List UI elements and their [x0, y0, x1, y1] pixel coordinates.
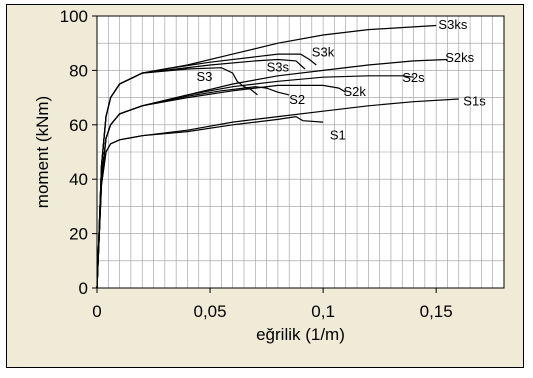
- series-label-s2k: S2k: [343, 84, 366, 99]
- series-label-s1: S1: [330, 127, 346, 142]
- plot-border: [96, 15, 505, 289]
- series-label-s3k: S3k: [312, 44, 335, 59]
- series-line-s1: [96, 115, 324, 289]
- series-label-s3s: S3s: [267, 59, 290, 74]
- y-tick-label: 0: [79, 279, 88, 298]
- x-tick-label: 0,05: [194, 302, 227, 321]
- chart-frame: S3ks S3k S3s S3 S2ks S2s S2k S2 S1s S1 0 20 40 60 80 1…: [6, 4, 524, 368]
- series-label-s2s: S2s: [402, 70, 425, 85]
- y-tick-label: 100: [60, 7, 88, 26]
- y-tick-label: 80: [69, 61, 88, 80]
- series-label-s1s: S1s: [463, 93, 486, 108]
- y-tick-label: 20: [69, 225, 88, 244]
- series-line-s3: [96, 67, 258, 289]
- series-line-s2: [96, 86, 290, 289]
- series-label-s3ks: S3ks: [438, 17, 467, 32]
- x-tick-label: 0,1: [311, 302, 335, 321]
- y-tick-label: 40: [69, 170, 88, 189]
- series-lines: [96, 24, 459, 289]
- x-tick-label: 0,15: [420, 302, 453, 321]
- series-label-s2ks: S2ks: [445, 50, 474, 65]
- axes: 0 20 40 60 80 100 0 0,05 0,1 0,15: [60, 7, 505, 321]
- y-tick-label: 60: [69, 116, 88, 135]
- series-labels: S3ks S3k S3s S3 S2ks S2s S2k S2 S1s S1: [196, 17, 486, 142]
- series-label-s3: S3: [196, 69, 212, 84]
- series-label-s2: S2: [289, 92, 305, 107]
- x-axis-title: eğrilik (1/m): [256, 325, 345, 344]
- y-axis-title: moment (kNm): [33, 96, 52, 208]
- x-tick-label: 0: [92, 302, 101, 321]
- chart: S3ks S3k S3s S3 S2ks S2s S2k S2 S1s S1 0 20 40 60 80 1…: [33, 7, 505, 344]
